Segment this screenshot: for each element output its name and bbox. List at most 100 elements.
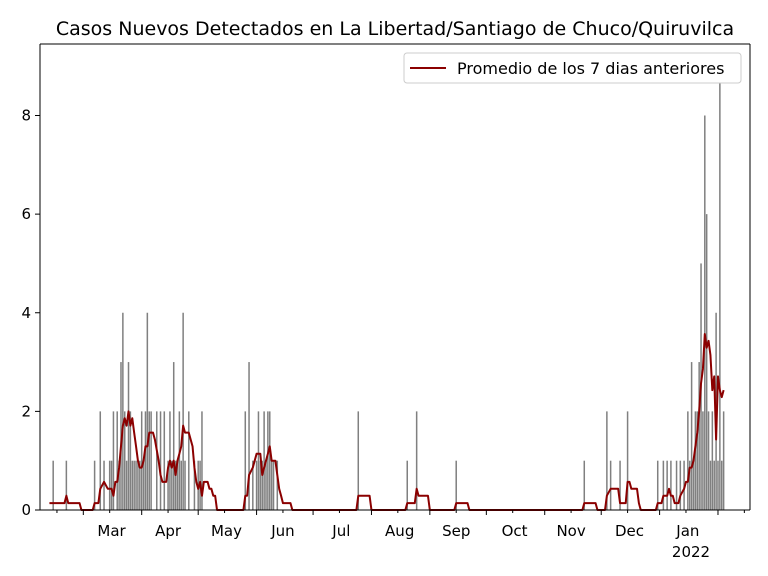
bar: [248, 362, 250, 510]
bar: [257, 411, 260, 510]
bar: [717, 460, 719, 510]
bar: [148, 411, 150, 510]
bar: [52, 460, 54, 510]
bar: [694, 411, 697, 510]
bar: [252, 460, 254, 510]
bar: [142, 460, 145, 510]
bar: [125, 460, 128, 510]
x-tick-label: Jun: [270, 522, 294, 540]
x-tick-label: Mar: [97, 522, 126, 540]
bar: [201, 411, 203, 510]
bar: [139, 460, 141, 510]
bar: [270, 460, 273, 510]
bar: [583, 460, 586, 510]
bar: [93, 460, 96, 510]
x-tick-label: Nov: [556, 522, 585, 540]
bar: [116, 411, 118, 510]
bar: [679, 460, 682, 510]
bar: [406, 460, 408, 510]
bar: [129, 411, 132, 510]
bar: [193, 460, 196, 510]
bar: [99, 411, 102, 510]
bar: [127, 362, 130, 510]
bar: [118, 460, 120, 510]
bar: [455, 460, 457, 510]
bar: [357, 411, 360, 510]
bar: [696, 411, 699, 510]
bar: [705, 214, 708, 510]
bar: [182, 312, 184, 510]
bar: [150, 411, 152, 510]
axes: 0 2 4 6 8: [21, 43, 751, 519]
y-tick-label: 2: [21, 402, 31, 420]
bar: [184, 460, 186, 510]
bar: [415, 411, 418, 510]
average-line-series: [49, 332, 725, 511]
bar: [110, 460, 113, 510]
bar: [159, 411, 162, 510]
bar: [670, 460, 672, 510]
average-line: [49, 332, 725, 511]
bar: [123, 411, 126, 510]
bar: [609, 460, 612, 510]
bar: [656, 460, 659, 510]
bar: [704, 115, 706, 510]
x-tick-label: Oct: [502, 522, 528, 540]
bar: [265, 460, 267, 510]
bar: [122, 312, 124, 510]
bar: [662, 460, 665, 510]
bar: [666, 460, 668, 510]
bar: [146, 312, 149, 510]
x-tick-label: Aug: [385, 522, 414, 540]
bar: [178, 411, 181, 510]
bar: [707, 411, 710, 510]
bar: [156, 411, 158, 510]
bar: [267, 411, 269, 510]
bar: [171, 460, 173, 510]
bar: [263, 411, 265, 510]
bar: [108, 460, 111, 510]
bar: [692, 460, 695, 510]
legend: Promedio de los 7 dias anteriores: [403, 52, 742, 84]
bar: [103, 460, 105, 510]
x-tick-label: Dec: [615, 522, 644, 540]
bar: [244, 411, 247, 510]
bar: [276, 460, 279, 510]
bar: [626, 411, 629, 510]
bar: [172, 362, 175, 510]
x-tick-labels: Mar Apr May Jun Jul Aug Sep Oct Nov Dec Jan: [97, 522, 699, 540]
bar: [606, 411, 608, 510]
bar: [135, 460, 137, 510]
bar: [112, 411, 115, 510]
bar: [722, 411, 725, 510]
bar: [713, 460, 715, 510]
bar: [688, 460, 691, 510]
bar: [137, 460, 139, 510]
bar: [163, 411, 166, 510]
bar: [261, 460, 263, 510]
x-tick-label: May: [211, 522, 242, 540]
bar: [255, 460, 258, 510]
bar: [188, 411, 190, 510]
y-tick-label: 6: [21, 205, 31, 223]
legend-label: Promedio de los 7 dias anteriores: [457, 59, 724, 78]
y-tick-label: 8: [21, 107, 31, 125]
x-tick-label: Sep: [442, 522, 470, 540]
bar: [176, 460, 179, 510]
legend-box: [403, 52, 742, 84]
bar: [709, 460, 712, 510]
x-year-label: 2022: [672, 543, 710, 561]
bar: [180, 460, 182, 510]
x-tick-label: Jul: [331, 522, 350, 540]
y-tick-label: 4: [21, 304, 31, 322]
bar: [702, 411, 704, 510]
bar: [133, 460, 135, 510]
bar: [65, 460, 68, 510]
bar: [719, 66, 721, 510]
bar: [272, 460, 275, 510]
bar: [619, 460, 621, 510]
chart-title: Casos Nuevos Detectados en La Libertad/S…: [56, 18, 734, 40]
bar: [140, 411, 143, 510]
bar: [721, 460, 723, 510]
